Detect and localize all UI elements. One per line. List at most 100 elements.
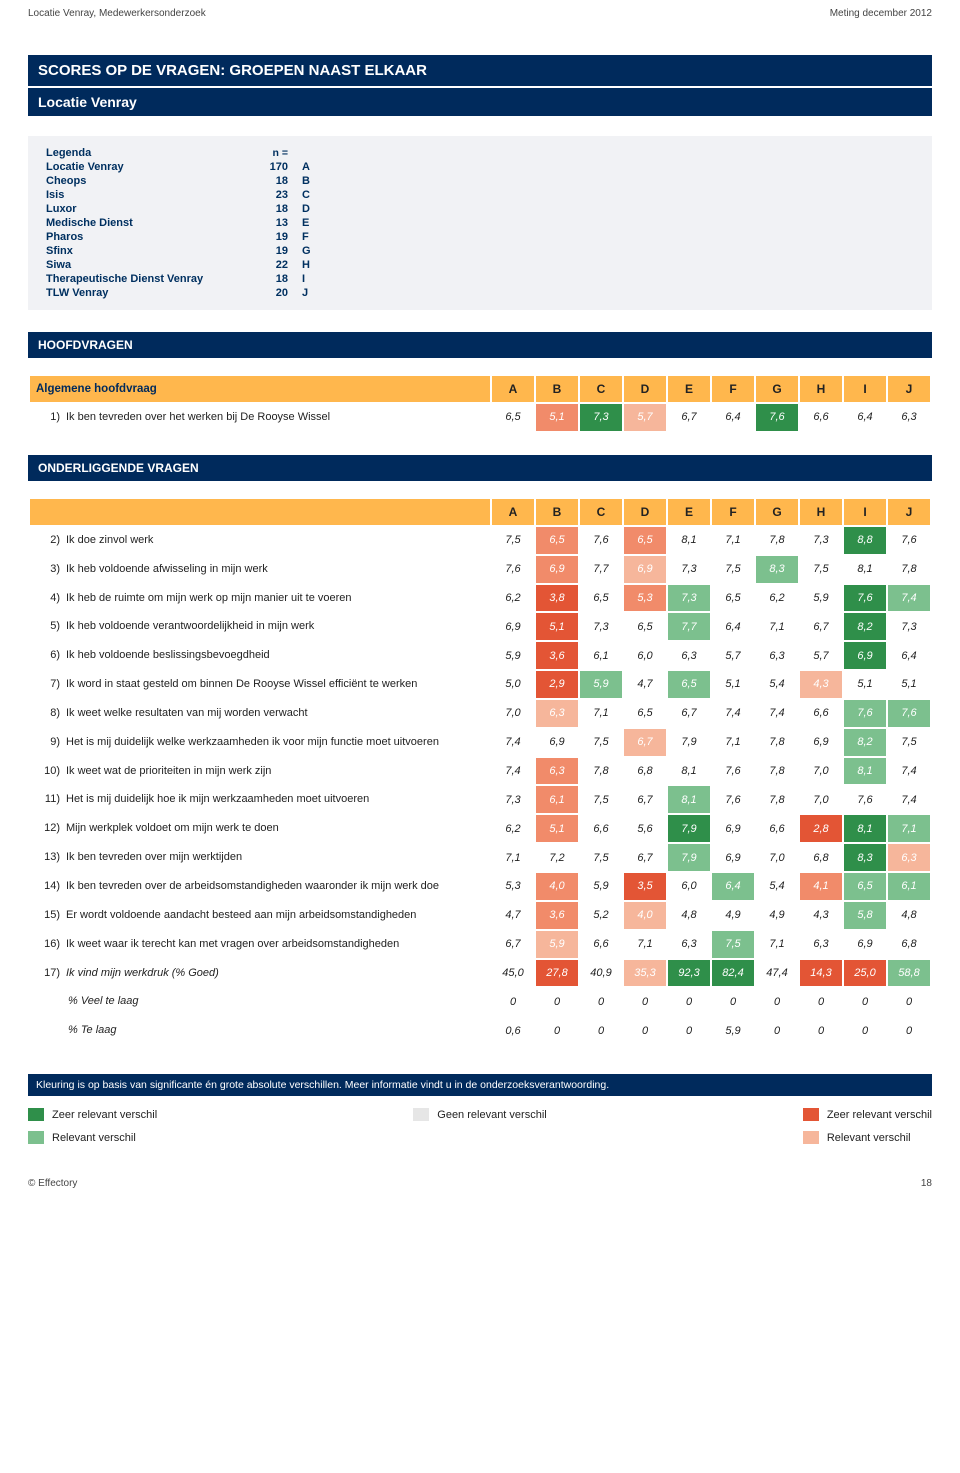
score-cell: 5,9 bbox=[712, 1017, 754, 1044]
score-cell: 5,3 bbox=[624, 585, 666, 612]
score-cell: 0 bbox=[888, 1017, 930, 1044]
legend-row-code: G bbox=[302, 244, 322, 258]
question-label: 16)Ik weet waar ik terecht kan met vrage… bbox=[30, 931, 490, 958]
score-cell: 7,5 bbox=[712, 931, 754, 958]
column-header: H bbox=[800, 376, 842, 402]
score-cell: 7,4 bbox=[888, 758, 930, 785]
score-cell: 7,3 bbox=[888, 613, 930, 640]
score-cell: 0 bbox=[668, 1017, 710, 1044]
score-cell: 8,8 bbox=[844, 527, 886, 554]
legend-row-n: 13 bbox=[256, 216, 302, 230]
score-cell: 7,4 bbox=[492, 758, 534, 785]
score-cell: 6,3 bbox=[668, 931, 710, 958]
page-title: SCORES OP DE VRAGEN: GROEPEN NAAST ELKAA… bbox=[28, 55, 932, 86]
score-cell: 58,8 bbox=[888, 960, 930, 987]
question-label: 6)Ik heb voldoende beslissingsbevoegdhei… bbox=[30, 642, 490, 669]
score-cell: 6,7 bbox=[624, 786, 666, 813]
score-cell: 7,1 bbox=[580, 700, 622, 727]
score-cell: 6,8 bbox=[624, 758, 666, 785]
score-cell: 8,3 bbox=[756, 556, 798, 583]
score-cell: 7,5 bbox=[580, 729, 622, 756]
score-cell: 6,9 bbox=[800, 729, 842, 756]
score-cell: 7,4 bbox=[712, 700, 754, 727]
score-cell: 4,7 bbox=[624, 671, 666, 698]
score-cell: 4,9 bbox=[756, 902, 798, 929]
column-header: A bbox=[492, 499, 534, 525]
score-cell: 6,9 bbox=[844, 931, 886, 958]
score-cell: 6,9 bbox=[844, 642, 886, 669]
onderliggende-table: ABCDEFGHIJ 2)Ik doe zinvol werk7,56,57,6… bbox=[28, 497, 932, 1046]
score-cell: 7,4 bbox=[492, 729, 534, 756]
score-cell: 8,1 bbox=[668, 527, 710, 554]
column-header: F bbox=[712, 376, 754, 402]
score-cell: 7,6 bbox=[756, 404, 798, 431]
score-cell: 6,5 bbox=[492, 404, 534, 431]
score-cell: 7,5 bbox=[888, 729, 930, 756]
column-header: D bbox=[624, 499, 666, 525]
score-cell: 3,5 bbox=[624, 873, 666, 900]
legend-title: Legenda bbox=[46, 146, 256, 160]
legend-row-n: 18 bbox=[256, 174, 302, 188]
score-cell: 5,8 bbox=[844, 902, 886, 929]
score-cell: 92,3 bbox=[668, 960, 710, 987]
score-cell: 6,4 bbox=[712, 613, 754, 640]
score-cell: 6,1 bbox=[580, 642, 622, 669]
question-label: 1)Ik ben tevreden over het werken bij De… bbox=[30, 404, 490, 431]
score-cell: 8,1 bbox=[668, 758, 710, 785]
score-cell: 5,7 bbox=[712, 642, 754, 669]
legend-swatch-row: Relevant verschil bbox=[803, 1131, 932, 1144]
score-cell: 7,4 bbox=[888, 786, 930, 813]
swatch-label: Relevant verschil bbox=[827, 1132, 911, 1144]
score-cell: 0 bbox=[624, 1017, 666, 1044]
score-cell: 6,4 bbox=[888, 642, 930, 669]
score-cell: 7,8 bbox=[756, 729, 798, 756]
score-cell: 5,9 bbox=[580, 873, 622, 900]
score-cell: 0 bbox=[536, 1017, 578, 1044]
legend-row-code: F bbox=[302, 230, 322, 244]
score-cell: 6,9 bbox=[536, 556, 578, 583]
question-label: 9)Het is mij duidelijk welke werkzaamhed… bbox=[30, 729, 490, 756]
score-cell: 5,4 bbox=[756, 671, 798, 698]
legend-row-label: Pharos bbox=[46, 230, 256, 244]
legend-row-n: 20 bbox=[256, 286, 302, 300]
column-header: B bbox=[536, 376, 578, 402]
score-cell: 4,3 bbox=[800, 902, 842, 929]
hoofdvragen-table: Algemene hoofdvraag ABCDEFGHIJ 1)Ik ben … bbox=[28, 374, 932, 433]
score-cell: 2,9 bbox=[536, 671, 578, 698]
score-cell: 7,7 bbox=[580, 556, 622, 583]
score-cell: 6,7 bbox=[492, 931, 534, 958]
legend-row-label: Sfinx bbox=[46, 244, 256, 258]
score-cell: 7,9 bbox=[668, 815, 710, 842]
score-cell: 14,3 bbox=[800, 960, 842, 987]
score-cell: 7,0 bbox=[800, 758, 842, 785]
legend-row-code: D bbox=[302, 202, 322, 216]
legend-row-label: Medische Dienst bbox=[46, 216, 256, 230]
score-cell: 4,0 bbox=[536, 873, 578, 900]
score-cell: 47,4 bbox=[756, 960, 798, 987]
score-cell: 27,8 bbox=[536, 960, 578, 987]
report-header: Locatie Venray, Medewerkersonderzoek Met… bbox=[28, 8, 932, 19]
legend-row-code: C bbox=[302, 188, 322, 202]
score-cell: 7,3 bbox=[492, 786, 534, 813]
score-cell: 7,3 bbox=[668, 556, 710, 583]
score-cell: 5,1 bbox=[536, 613, 578, 640]
column-header: A bbox=[492, 376, 534, 402]
score-cell: 6,5 bbox=[536, 527, 578, 554]
score-cell: 6,3 bbox=[888, 844, 930, 871]
legend-row-code: H bbox=[302, 258, 322, 272]
legend-row-label: Luxor bbox=[46, 202, 256, 216]
score-cell: 8,2 bbox=[844, 729, 886, 756]
score-cell: 6,2 bbox=[756, 585, 798, 612]
score-cell: 7,0 bbox=[492, 700, 534, 727]
score-cell: 7,6 bbox=[844, 585, 886, 612]
column-header: F bbox=[712, 499, 754, 525]
legend-row-label: Locatie Venray bbox=[46, 160, 256, 174]
column-header: B bbox=[536, 499, 578, 525]
score-cell: 7,6 bbox=[844, 786, 886, 813]
question-label: 12)Mijn werkplek voldoet om mijn werk te… bbox=[30, 815, 490, 842]
legend-row-label: Siwa bbox=[46, 258, 256, 272]
legend-row-label: Isis bbox=[46, 188, 256, 202]
score-cell: 6,3 bbox=[536, 758, 578, 785]
legend-panel: Legenda n = Locatie Venray 170 ACheops 1… bbox=[28, 136, 932, 310]
question-label: 15)Er wordt voldoende aandacht besteed a… bbox=[30, 902, 490, 929]
